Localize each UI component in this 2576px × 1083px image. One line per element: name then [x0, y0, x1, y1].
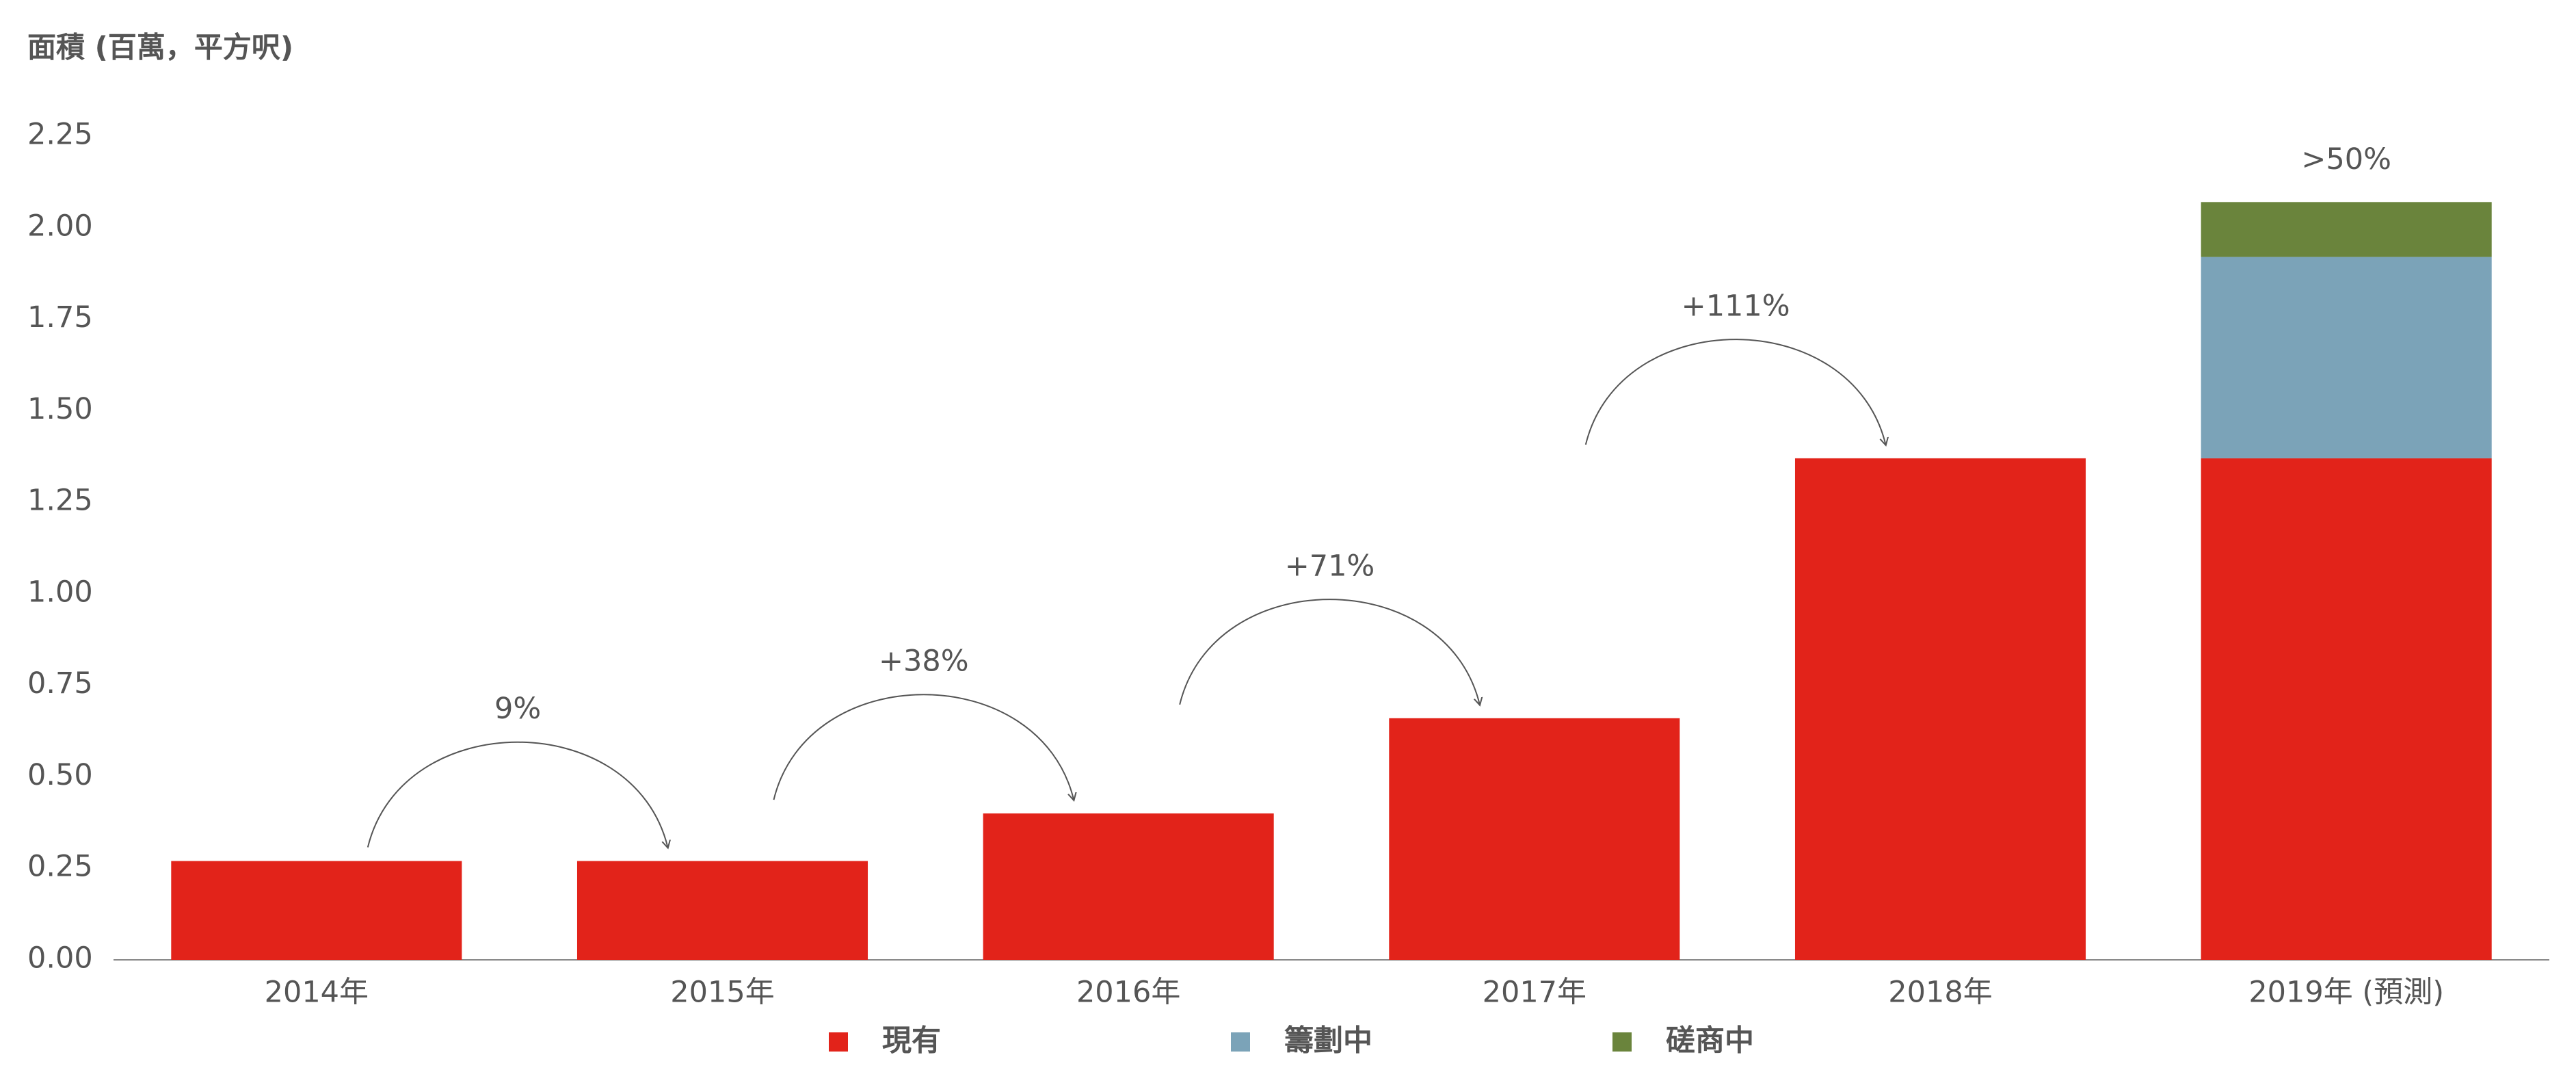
growth-arrow	[1179, 599, 1480, 705]
annotation: +71%	[1285, 549, 1375, 583]
legend-text: 現有	[882, 1024, 941, 1058]
annotation: 9%	[494, 692, 541, 726]
y-tick-label: 1.25	[27, 484, 93, 518]
x-tick-label: 2019年 (預測)	[2248, 976, 2444, 1010]
x-tick-label: 2016年	[1076, 976, 1180, 1010]
annotation: +111%	[1682, 289, 1790, 323]
legend-swatch	[1231, 1032, 1250, 1052]
y-tick-label: 1.75	[27, 300, 93, 335]
legend-swatch	[829, 1032, 848, 1052]
growth-arrow	[773, 694, 1074, 800]
annotation: +38%	[879, 644, 969, 678]
x-tick-label: 2015年	[670, 976, 774, 1010]
y-axis-title: 面積 (百萬，平方呎)	[27, 31, 293, 64]
bar-segment	[2201, 202, 2492, 257]
growth-arrow	[367, 741, 668, 848]
y-tick-label: 0.25	[27, 850, 93, 884]
y-tick-label: 2.00	[27, 209, 93, 243]
y-tick-label: 0.50	[27, 758, 93, 792]
bar-segment	[171, 861, 462, 960]
bar-segment	[1794, 458, 2086, 960]
growth-arrow	[1584, 339, 1886, 445]
y-tick-label: 1.50	[27, 392, 93, 426]
y-tick-label: 0.75	[27, 666, 93, 701]
legend-text: 籌劃中	[1284, 1024, 1372, 1058]
bar-segment	[1389, 718, 1680, 960]
y-tick-label: 1.00	[27, 575, 93, 609]
legend-text: 磋商中	[1666, 1024, 1754, 1058]
bar-segment	[576, 861, 868, 960]
x-tick-label: 2014年	[265, 976, 369, 1010]
y-tick-label: 2.25	[27, 118, 93, 152]
annotation: >50%	[2301, 142, 2391, 177]
bar-segment	[2201, 458, 2492, 960]
bar-segment	[983, 813, 1274, 960]
bar-segment	[2201, 257, 2492, 458]
legend-swatch	[1612, 1032, 1632, 1052]
x-tick-label: 2018年	[1888, 976, 1992, 1010]
x-tick-label: 2017年	[1483, 976, 1586, 1010]
y-tick-label: 0.00	[27, 941, 93, 976]
